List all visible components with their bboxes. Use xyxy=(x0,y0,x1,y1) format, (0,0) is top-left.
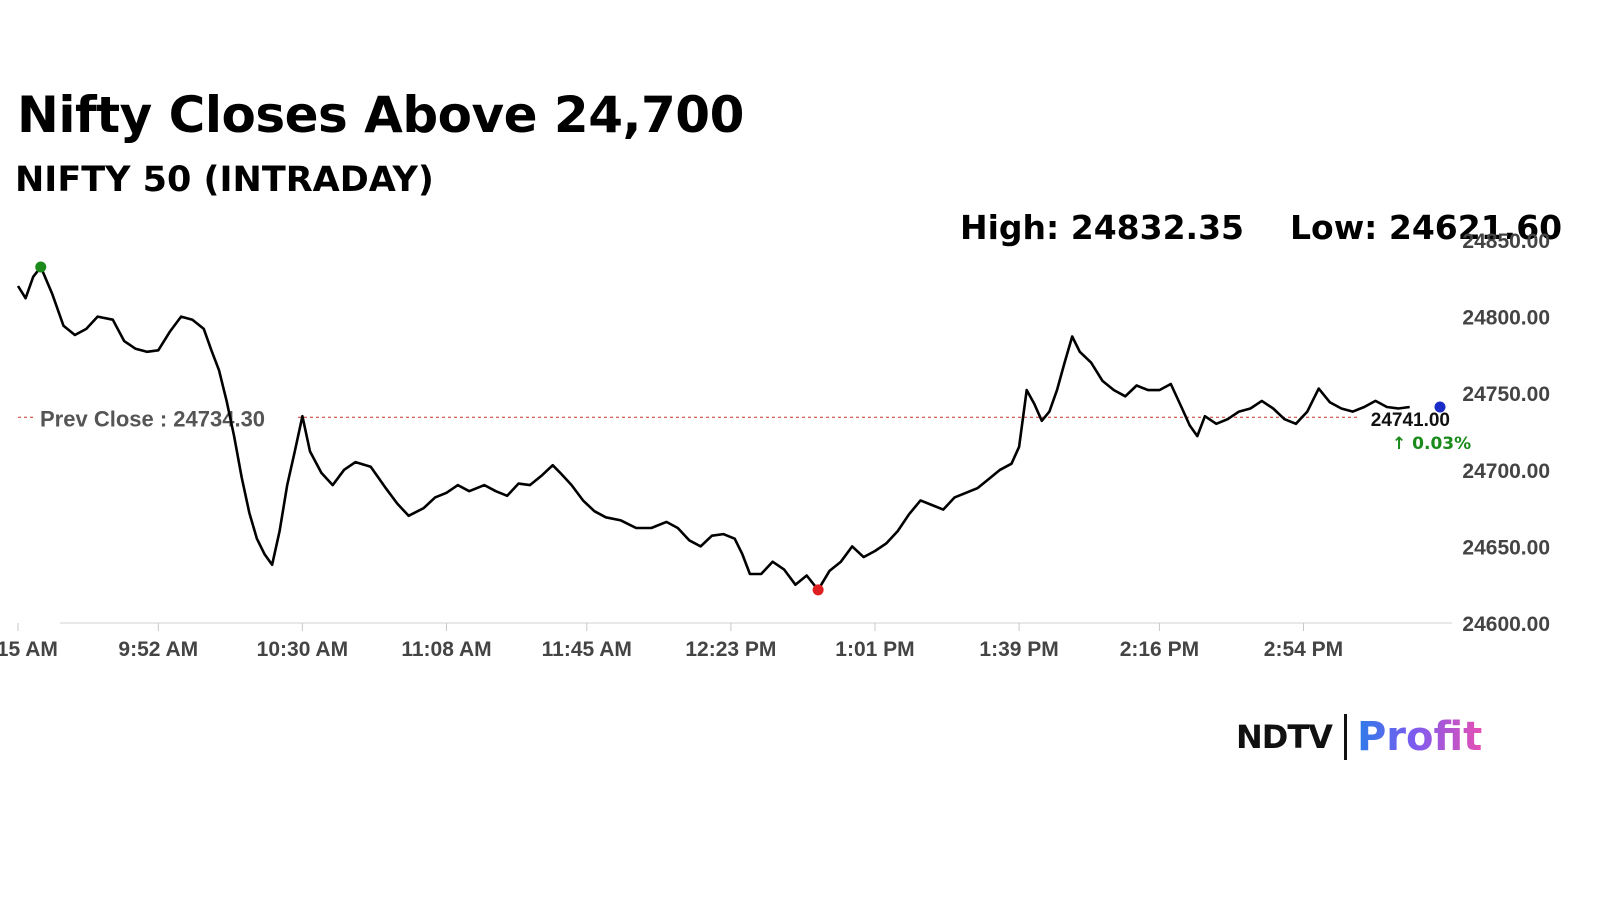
intraday-chart: 9:15 AM 9:52 AM 10:30 AM 11:08 AM 11:45 AM 12… xyxy=(0,230,1550,661)
headline: Nifty Closes Above 24,700 xyxy=(17,86,744,144)
x-tick-label: 11:45 AM xyxy=(542,638,632,661)
logo-divider xyxy=(1343,714,1347,760)
low-stat: Low: 24621.60 xyxy=(1290,208,1563,247)
x-tick-label: 2:16 PM xyxy=(1120,638,1199,661)
y-tick-label: 24850.00 xyxy=(1462,230,1550,253)
x-tick-label: 10:30 AM xyxy=(257,638,348,661)
x-tick-label: 2:54 PM xyxy=(1264,638,1343,661)
prev-close-line-group: Prev Close : 24734.30 xyxy=(18,406,1360,431)
y-tick-label: 24800.00 xyxy=(1462,307,1550,330)
x-tick-label: 9:52 AM xyxy=(118,638,198,661)
y-tick-label: 24650.00 xyxy=(1462,536,1550,559)
x-tick-label: 11:08 AM xyxy=(401,638,491,661)
high-marker xyxy=(35,261,47,273)
y-tick-label: 24700.00 xyxy=(1462,460,1550,483)
y-tick-label: 24600.00 xyxy=(1462,613,1550,636)
labels-group: 24741.00 ↑ 0.03% xyxy=(1371,410,1471,454)
axes: 9:15 AM 9:52 AM 10:30 AM 11:08 AM 11:45 AM 12… xyxy=(0,230,1550,661)
low-marker xyxy=(812,584,824,596)
logo-profit-text: Profit xyxy=(1356,714,1483,760)
y-tick-label: 24750.00 xyxy=(1462,383,1550,406)
x-tick-label: 9:15 AM xyxy=(0,638,58,661)
last-value-label: 24741.00 xyxy=(1371,410,1450,431)
price-line xyxy=(16,265,1410,592)
ndtv-profit-logo: NDTV Profit xyxy=(1236,712,1482,762)
high-stat: High: 24832.35 xyxy=(960,208,1244,247)
last-value-marker xyxy=(1434,401,1446,413)
x-tick-label: 12:23 PM xyxy=(685,638,776,661)
change-label: ↑ 0.03% xyxy=(1392,434,1471,454)
markers-group xyxy=(35,261,1446,596)
x-tick-label: 1:01 PM xyxy=(835,638,914,661)
x-tick-label: 1:39 PM xyxy=(979,638,1058,661)
series-group xyxy=(16,265,1410,592)
logo-ndtv-text: NDTV xyxy=(1236,718,1333,756)
chart-subtitle: NIFTY 50 (INTRADAY) xyxy=(15,160,434,200)
